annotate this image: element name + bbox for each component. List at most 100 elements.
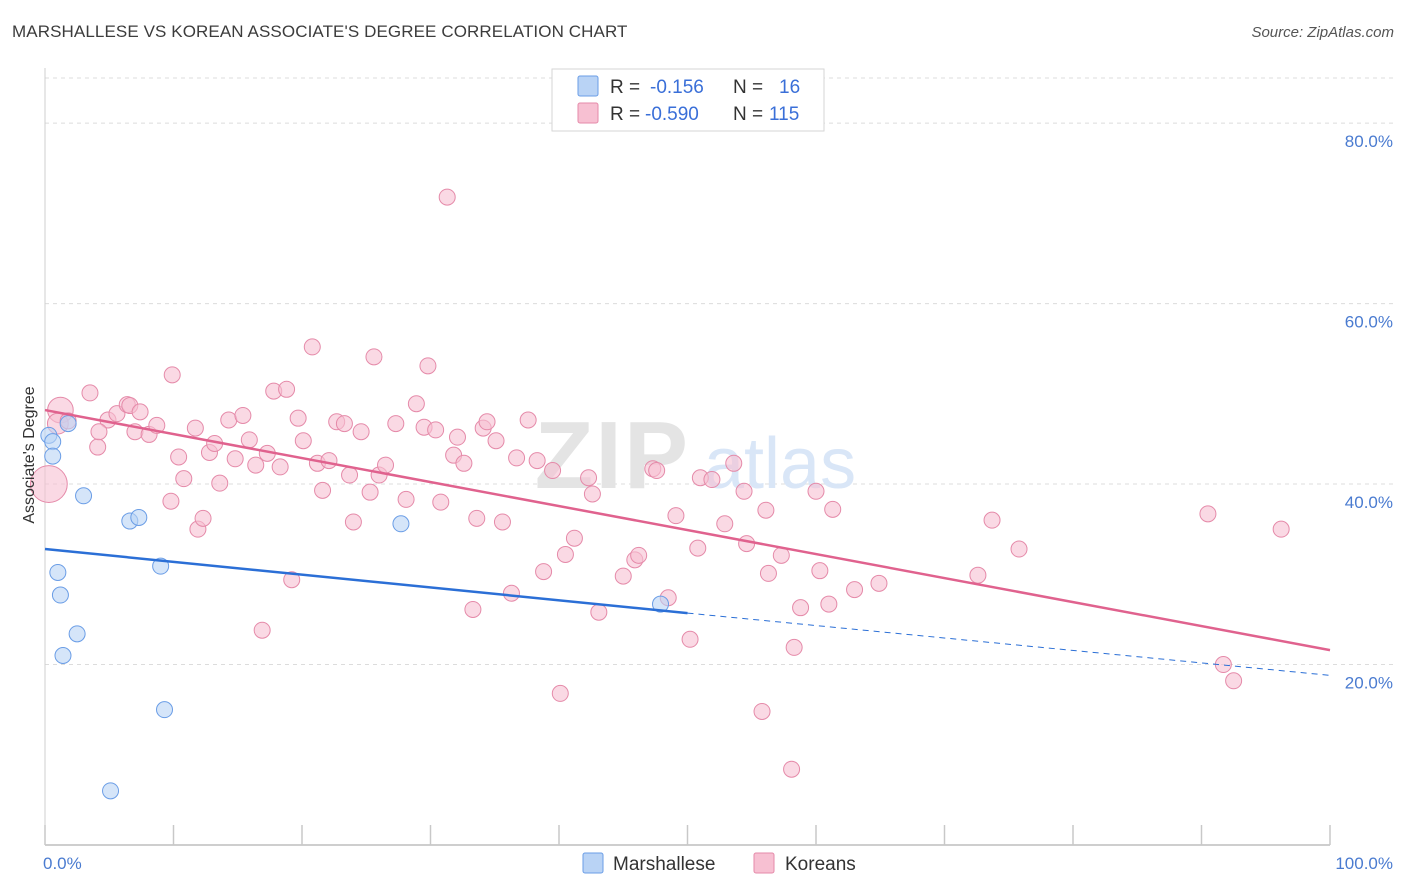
korean-point <box>341 466 359 484</box>
korean-point <box>811 562 829 580</box>
korean-point <box>387 415 405 433</box>
x-tick-label: 0.0% <box>43 854 82 873</box>
korean-point <box>344 513 362 531</box>
y-tick-label: 40.0% <box>1345 493 1393 512</box>
korean-point <box>846 581 864 599</box>
korean-point <box>689 539 707 557</box>
korean-point <box>757 501 775 519</box>
korean-point <box>583 485 601 503</box>
korean-point <box>590 603 608 621</box>
korean-point <box>870 574 888 592</box>
korean-point <box>493 513 511 531</box>
y-tick-label: 80.0% <box>1345 132 1393 151</box>
korean-point <box>361 483 379 501</box>
korean-point <box>397 490 415 508</box>
marshallese-points <box>40 415 670 800</box>
korean-point <box>432 493 450 511</box>
korean-point <box>247 456 265 474</box>
korean-point <box>131 403 149 421</box>
korean-point <box>580 469 598 487</box>
korean-point <box>792 599 810 617</box>
marshallese-point <box>102 782 120 800</box>
korean-point <box>226 450 244 468</box>
korean-point <box>335 415 353 433</box>
source-label: Source: ZipAtlas.com <box>1251 24 1394 41</box>
korean-point <box>519 411 537 429</box>
marshallese-point <box>51 586 69 604</box>
korean-point <box>455 454 473 472</box>
korean-point <box>29 465 68 503</box>
trend-lines <box>44 408 1331 676</box>
y-tick-label: 20.0% <box>1345 674 1393 693</box>
korean-point <box>234 406 252 424</box>
chart-title: MARSHALLESE VS KOREAN ASSOCIATE'S DEGREE… <box>12 22 628 41</box>
marshallese-point <box>44 447 62 465</box>
korean-point <box>438 188 456 206</box>
marshallese-trend-line <box>44 547 688 615</box>
marshallese-point <box>49 563 67 581</box>
korean-point <box>667 507 685 525</box>
korean-point <box>377 456 395 474</box>
bottom-legend-label-koreans: Koreans <box>785 854 856 875</box>
korean-point <box>314 481 332 499</box>
korean-point <box>320 452 338 470</box>
watermark-zip: ZIP <box>535 402 690 509</box>
korean-point <box>170 448 188 466</box>
axis-ticks: 20.0% 40.0% 60.0% 80.0% 0.0% 100.0% <box>43 132 1393 873</box>
korean-point <box>725 454 743 472</box>
marshallese-point <box>68 625 86 643</box>
korean-point <box>81 384 99 402</box>
korean-point <box>163 366 181 384</box>
korean-point <box>983 511 1001 529</box>
bottom-legend-swatch-koreans <box>753 852 775 874</box>
bottom-legend-swatch-marshallese <box>582 852 604 874</box>
marshallese-point <box>156 701 174 719</box>
legend-n-value-koreans: 115 <box>769 104 799 125</box>
korean-point <box>681 630 699 648</box>
korean-point <box>551 684 569 702</box>
korean-point <box>478 413 496 431</box>
korean-point <box>194 509 212 527</box>
korean-point <box>407 395 425 413</box>
marshallese-point <box>59 415 77 433</box>
korean-point <box>464 600 482 618</box>
korean-point <box>969 566 987 584</box>
korean-point <box>783 760 801 778</box>
korean-point <box>648 462 666 480</box>
korean-point <box>824 500 842 518</box>
korean-point <box>220 411 238 429</box>
legend-n-value-marshallese: 16 <box>779 77 800 98</box>
bottom-legend: Marshallese Koreans <box>582 852 856 875</box>
korean-point <box>535 563 553 581</box>
korean-point <box>283 571 301 589</box>
korean-point <box>271 458 289 476</box>
korean-point <box>186 419 204 437</box>
legend-r-label-marshallese: R = <box>610 77 640 98</box>
korean-point <box>1199 505 1217 523</box>
korean-point <box>419 357 437 375</box>
korean-point <box>427 421 445 439</box>
legend-r-label-koreans: R = <box>610 104 640 125</box>
marshallese-point <box>130 508 148 526</box>
korean-point <box>211 474 229 492</box>
korean-point <box>508 449 526 467</box>
korean-point <box>528 452 546 470</box>
legend-box: R = -0.156 N = 16 R = -0.590 N = 115 <box>551 68 825 132</box>
korean-point <box>1225 672 1243 690</box>
korean-point <box>289 409 307 427</box>
korean-point <box>716 515 734 533</box>
korean-point <box>614 567 632 585</box>
marshallese-point <box>54 647 72 665</box>
korean-point <box>303 338 321 356</box>
korean-point <box>253 621 271 639</box>
korean-point <box>753 702 771 720</box>
korean-point <box>89 438 107 456</box>
korean-point <box>759 564 777 582</box>
x-tick-label: 100.0% <box>1335 854 1393 873</box>
korean-point <box>468 509 486 527</box>
korean-point <box>502 584 520 602</box>
legend-n-label-koreans: N = <box>733 104 763 125</box>
bottom-legend-label-marshallese: Marshallese <box>613 854 715 875</box>
legend-swatch-marshallese <box>577 75 599 97</box>
